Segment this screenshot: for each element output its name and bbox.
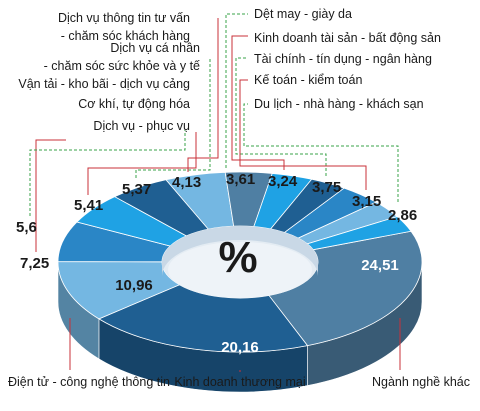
label-nganh-nghe-khac: Ngành nghề khác [372, 375, 470, 389]
label-van-tai-kho-bai-dich-vu-cang: Vận tải - kho bãi - dịch vụ cảng [18, 77, 190, 91]
value-dien-tu-cong-nghe-thong-tin: 10,96 [115, 277, 153, 294]
center-percent-label: % [218, 233, 257, 282]
leader-lines [29, 13, 401, 372]
label-dich-vu-thong-tin-tu-van-cham-soc-khach-hang: Dịch vụ thông tin tư vấn [58, 11, 190, 25]
category-labels: Ngành nghề khác Kinh doanh thương mại Điện… [8, 7, 470, 389]
donut-top-layer [57, 171, 423, 353]
label-kinh-doanh-thuong-mai: Kinh doanh thương mại [174, 375, 305, 389]
value-det-may-giay-da: 3,61 [226, 171, 255, 188]
label-ke-toan-kiem-toan: Kế toán - kiểm toán [254, 73, 362, 87]
value-co-khi-tu-dong-hoa: 5,6 [16, 219, 37, 236]
value-kinh-doanh-thuong-mai: 20,16 [221, 339, 259, 356]
label-co-khi-tu-dong-hoa: Cơ khí, tự động hóa [78, 97, 190, 111]
label-dich-vu-thong-tin-tu-van-cham-soc-khach-hang-line-2: - chăm sóc khách hàng [61, 29, 190, 43]
hole-inner-wall [162, 226, 318, 276]
label-kinh-doanh-tai-san-bat-dong-san: Kinh doanh tài sản - bất động sản [254, 31, 441, 45]
label-du-lich-nha-hang-khach-san: Du lịch - nhà hàng - khách sạn [254, 97, 424, 111]
donut-hole [162, 226, 318, 298]
donut-side-layer [57, 261, 423, 393]
leader-kinh-doanh-tai-san-bat-dong-san [231, 35, 285, 170]
value-dich-vu-thong-tin-tu-van-cham-soc-khach-hang: 5,37 [122, 181, 151, 198]
label-dich-vu-ca-nhan-cham-soc-suc-khoe-va-y-te-line-2: - chăm sóc sức khỏe và y tế [44, 59, 200, 73]
value-nganh-nghe-khac: 24,51 [361, 257, 399, 274]
value-van-tai-kho-bai-dich-vu-cang: 7,25 [20, 255, 49, 272]
leader-dich-vu-thong-tin-tu-van-cham-soc-khach-hang [135, 58, 211, 178]
value-dich-vu-ca-nhan-cham-soc-suc-khoe-va-y-te: 4,13 [172, 174, 201, 191]
leader-dich-vu-phuc-vu [87, 132, 197, 195]
value-dich-vu-phuc-vu: 5,41 [74, 197, 103, 214]
leader-co-khi-tu-dong-hoa [29, 130, 186, 216]
label-det-may-giay-da: Dệt may - giày da [254, 7, 352, 21]
leader-tai-chinh-tin-dung-ngan-hang [235, 57, 327, 176]
leader-van-tai-kho-bai-dich-vu-cang [35, 139, 66, 252]
leader-ke-toan-kiem-toan [239, 79, 367, 190]
leader-dich-vu-ca-nhan-cham-soc-suc-khoe-va-y-te [187, 18, 219, 172]
leader-det-may-giay-da [225, 13, 248, 168]
label-tai-chinh-tin-dung-ngan-hang: Tài chính - tín dụng - ngân hàng [254, 52, 432, 66]
value-tai-chinh-tin-dung-ngan-hang: 3,75 [312, 179, 341, 196]
value-labels: 24,51 20,16 10,96 7,25 5,6 5,41 5,37 4,13 3,61 3,… [16, 171, 417, 356]
label-dich-vu-ca-nhan-cham-soc-suc-khoe-va-y-te: Dịch vụ cá nhân [110, 41, 200, 55]
value-du-lich-nha-hang-khach-san: 2,86 [388, 207, 417, 224]
label-dich-vu-phuc-vu: Dịch vụ - phục vụ [93, 119, 190, 133]
leader-du-lich-nha-hang-khach-san [243, 103, 399, 202]
hole-floor [168, 242, 312, 298]
value-ke-toan-kiem-toan: 3,15 [352, 193, 381, 210]
value-kinh-doanh-tai-san-bat-dong-san: 3,24 [268, 173, 298, 190]
label-dien-tu-cong-nghe-thong-tin: Điện tử - công nghệ thông tin [8, 375, 170, 389]
